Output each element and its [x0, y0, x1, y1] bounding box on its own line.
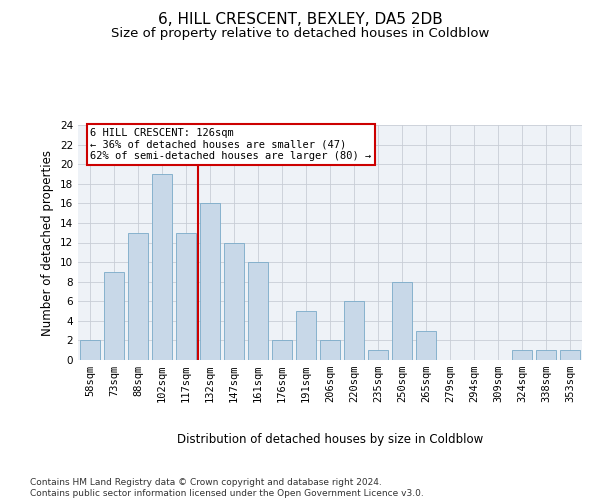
Bar — [344, 301, 364, 360]
Bar — [296, 311, 316, 360]
Text: Distribution of detached houses by size in Coldblow: Distribution of detached houses by size … — [177, 432, 483, 446]
Bar — [416, 330, 436, 360]
Bar — [512, 350, 532, 360]
Bar — [272, 340, 292, 360]
Text: 6, HILL CRESCENT, BEXLEY, DA5 2DB: 6, HILL CRESCENT, BEXLEY, DA5 2DB — [158, 12, 442, 28]
Bar — [224, 242, 244, 360]
Bar — [536, 350, 556, 360]
Bar — [560, 350, 580, 360]
Text: Size of property relative to detached houses in Coldblow: Size of property relative to detached ho… — [111, 28, 489, 40]
Text: 6 HILL CRESCENT: 126sqm
← 36% of detached houses are smaller (47)
62% of semi-de: 6 HILL CRESCENT: 126sqm ← 36% of detache… — [91, 128, 372, 161]
Bar — [152, 174, 172, 360]
Bar — [176, 232, 196, 360]
Bar — [104, 272, 124, 360]
Text: Contains HM Land Registry data © Crown copyright and database right 2024.
Contai: Contains HM Land Registry data © Crown c… — [30, 478, 424, 498]
Bar — [200, 204, 220, 360]
Bar — [392, 282, 412, 360]
Bar — [248, 262, 268, 360]
Bar — [80, 340, 100, 360]
Bar — [128, 232, 148, 360]
Bar — [320, 340, 340, 360]
Y-axis label: Number of detached properties: Number of detached properties — [41, 150, 55, 336]
Bar — [368, 350, 388, 360]
